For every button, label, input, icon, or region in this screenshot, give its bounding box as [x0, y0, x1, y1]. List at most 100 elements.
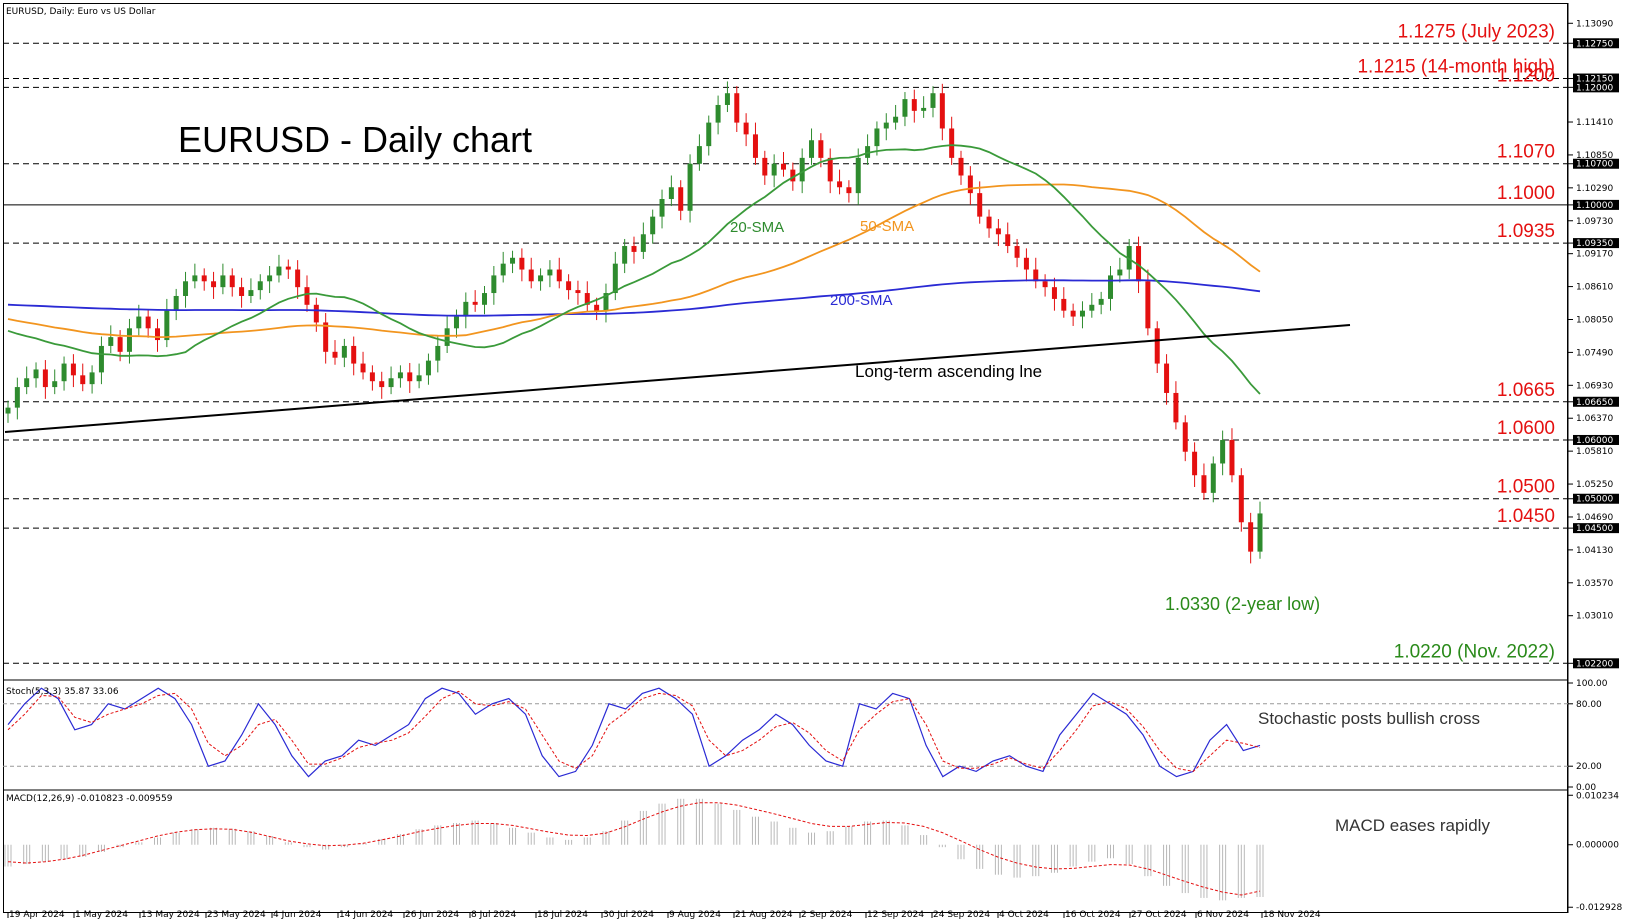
date-tick-label: 4 Oct 2024	[999, 910, 1049, 919]
candle-body	[911, 99, 917, 111]
candle-body	[126, 328, 132, 352]
price-tag-bg	[1573, 73, 1619, 84]
candle-body	[790, 169, 796, 182]
candle-body	[285, 266, 291, 270]
date-tick-label: 1 May 2024	[75, 910, 128, 919]
candle-body	[267, 275, 273, 282]
candle-body	[995, 228, 1001, 235]
candle-body	[724, 93, 730, 105]
candle-body	[687, 163, 693, 211]
candle-body	[482, 293, 488, 305]
chart-header: EURUSD, Daily: Euro vs US Dollar	[6, 7, 156, 17]
candle-body	[883, 122, 889, 129]
level-label: 1.0665	[1497, 380, 1555, 401]
price-tag-bg	[1573, 523, 1619, 534]
candle-body	[136, 316, 142, 329]
level-label: 1.1070	[1497, 142, 1555, 163]
candle-body	[1192, 451, 1198, 476]
candle-body	[1126, 246, 1132, 270]
date-tick-label: 12 Sep 2024	[867, 910, 924, 919]
date-tick-label: 27 Oct 2024	[1131, 910, 1187, 919]
candle-body	[1005, 234, 1011, 247]
price-tick-label: 1.04130	[1576, 546, 1613, 556]
price-tick-label: 1.03570	[1576, 579, 1613, 589]
candle-body	[89, 372, 95, 385]
candle-body	[323, 322, 329, 352]
candle-body	[1023, 257, 1029, 270]
price-tick-label: 1.04500	[1576, 524, 1613, 534]
level-label: 1.0450	[1497, 506, 1555, 527]
price-tick-label: 1.12750	[1576, 39, 1613, 49]
date-tick-label: 19 Apr 2024	[9, 910, 65, 919]
candle-body	[1182, 422, 1188, 452]
macd-signal-line	[7, 802, 1261, 896]
candle-body	[930, 93, 936, 108]
candle-body	[61, 363, 67, 382]
price-tick-label: 1.12150	[1576, 75, 1613, 85]
price-tick-label: 1.05000	[1576, 495, 1613, 505]
price-tag-bg	[1573, 658, 1619, 669]
macd-annotation: MACD eases rapidly	[1335, 816, 1490, 835]
candle-body	[640, 234, 646, 252]
stoch-d-line	[7, 690, 1261, 772]
level-label: 1.1000	[1497, 183, 1555, 204]
price-tick-label: 1.08610	[1576, 283, 1613, 293]
date-tick-label: 14 Jun 2024	[339, 910, 393, 919]
candle-body	[14, 387, 20, 408]
candle-body	[902, 99, 908, 117]
candle-body	[977, 193, 983, 217]
candle-body	[1079, 310, 1085, 317]
candle-body	[519, 257, 525, 270]
price-tick-label: 1.06370	[1576, 414, 1613, 424]
candle-body	[407, 372, 413, 382]
price-tick-label: 1.05250	[1576, 480, 1613, 490]
candle-body	[1117, 269, 1123, 276]
macd-header: MACD(12,26,9) -0.010823 -0.009559	[6, 794, 173, 804]
candle-body	[332, 351, 338, 358]
candle-body	[1220, 439, 1226, 464]
price-tag-bg	[1573, 434, 1619, 445]
candle-body	[566, 281, 572, 291]
candle-body	[575, 290, 581, 294]
candle-body	[1108, 275, 1114, 299]
level-label: 1.1200	[1497, 65, 1555, 86]
candle-body	[453, 316, 459, 329]
level-label: 1.1215 (14-month high)	[1357, 57, 1555, 78]
level-label: 1.0220 (Nov. 2022)	[1394, 641, 1555, 662]
candle-body	[1154, 328, 1160, 364]
candle-body	[659, 199, 665, 217]
stoch-annotation: Stochastic posts bullish cross	[1258, 709, 1480, 728]
stoch-tick-label: 100.00	[1576, 679, 1608, 689]
candle-body	[752, 134, 758, 158]
candle-body	[416, 375, 422, 382]
candle-body	[528, 269, 534, 282]
date-tick-label: 8 Jul 2024	[471, 910, 516, 919]
sma200-line	[7, 279, 1261, 317]
stoch-k-line	[7, 687, 1261, 778]
macd-tick-label: -0.012928	[1576, 903, 1622, 913]
candle-body	[192, 275, 198, 282]
candle-body	[584, 293, 590, 305]
candle-body	[435, 345, 441, 361]
candle-body	[463, 301, 469, 317]
level-label: 1.1275 (July 2023)	[1398, 21, 1555, 42]
date-tick-label: 18 Nov 2024	[1263, 910, 1321, 919]
candle-body	[295, 269, 301, 288]
candle-body	[678, 187, 684, 211]
candle-body	[154, 328, 160, 341]
candle-body	[855, 157, 861, 194]
candle-body	[921, 107, 927, 111]
candle-body	[556, 269, 562, 282]
candle-body	[809, 140, 815, 158]
candle-body	[341, 345, 347, 358]
two-year-low-label: 1.0330 (2-year low)	[1165, 594, 1320, 614]
candle-body	[612, 263, 618, 294]
candle-body	[734, 93, 740, 123]
candle-body	[425, 360, 431, 376]
candle-body	[183, 281, 189, 296]
trendline-label: Long-term ascending lne	[855, 362, 1042, 381]
candle-body	[668, 187, 674, 200]
price-tick-label: 1.04690	[1576, 513, 1613, 523]
candle-body	[799, 157, 805, 182]
candle-body	[1248, 522, 1254, 552]
